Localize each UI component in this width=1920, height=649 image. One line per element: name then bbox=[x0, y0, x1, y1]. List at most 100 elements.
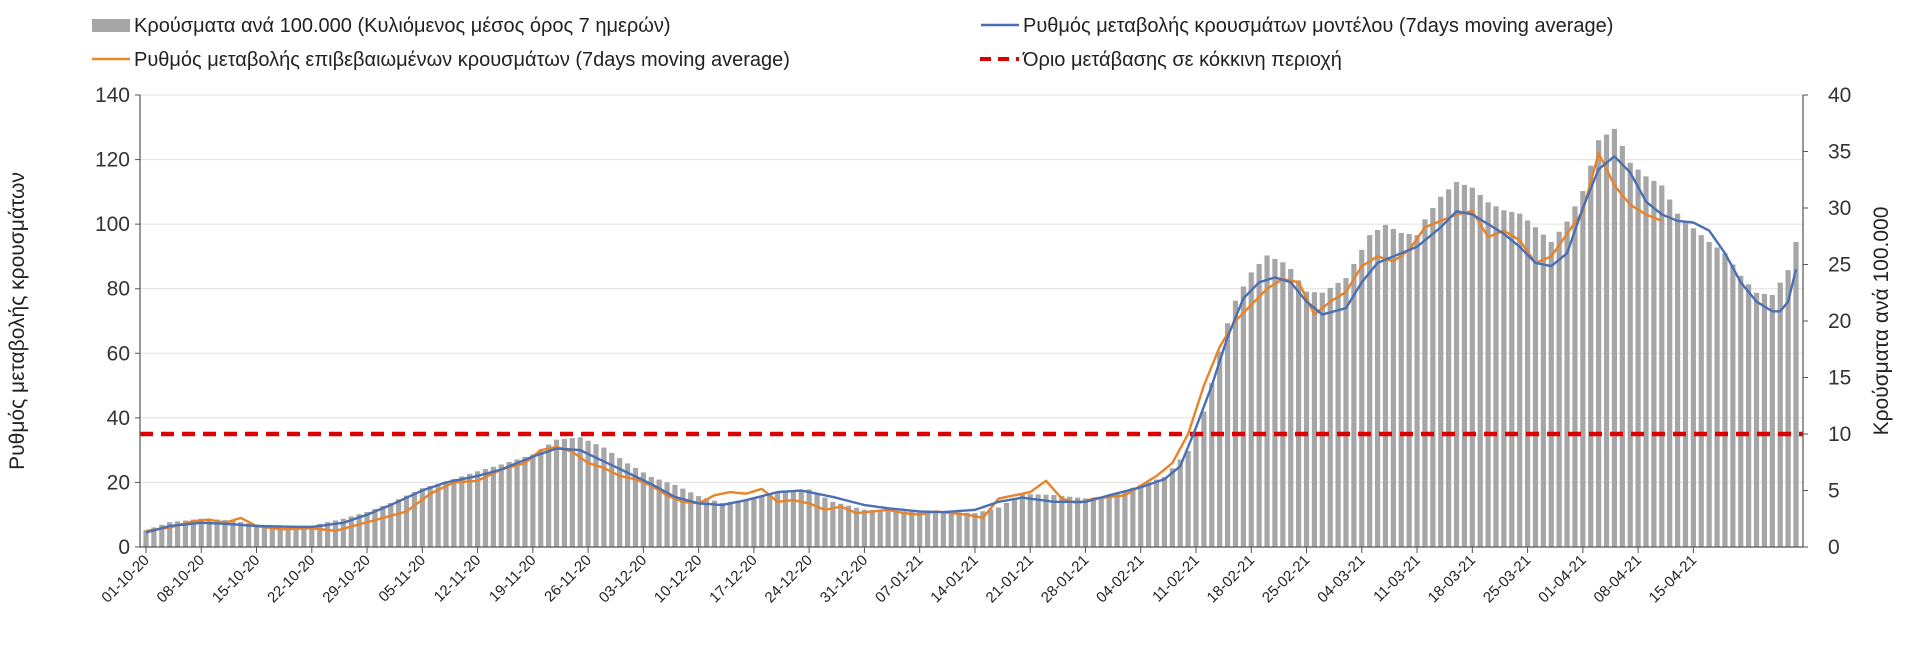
bar bbox=[1311, 292, 1318, 547]
bar bbox=[1193, 431, 1199, 547]
x-tick-label: 18-02-21 bbox=[1204, 552, 1258, 606]
bar bbox=[1651, 180, 1657, 547]
bar bbox=[1635, 169, 1641, 547]
bar bbox=[601, 447, 607, 547]
bar bbox=[514, 459, 520, 547]
bar bbox=[1753, 292, 1760, 547]
bar bbox=[1082, 498, 1089, 547]
bar bbox=[767, 494, 773, 547]
bar bbox=[988, 509, 994, 547]
bar bbox=[948, 512, 954, 547]
left-tick-label: 100 bbox=[95, 213, 130, 236]
x-tick-label: 25-03-21 bbox=[1480, 552, 1534, 606]
bar bbox=[838, 503, 844, 547]
bar bbox=[1343, 278, 1349, 547]
bar bbox=[1019, 493, 1025, 547]
bar bbox=[735, 500, 741, 547]
bar bbox=[893, 511, 899, 547]
bar bbox=[1035, 494, 1041, 547]
right-tick-label: 10 bbox=[1828, 423, 1851, 446]
bar bbox=[1011, 498, 1018, 547]
bar bbox=[774, 492, 781, 547]
bar bbox=[1509, 211, 1515, 547]
bar bbox=[1501, 210, 1507, 547]
bar bbox=[1572, 206, 1578, 547]
bar bbox=[830, 501, 836, 547]
bar bbox=[751, 497, 757, 547]
bar bbox=[246, 523, 252, 547]
bar bbox=[996, 507, 1002, 547]
bar bbox=[1122, 490, 1128, 547]
bar bbox=[1422, 219, 1428, 548]
bar bbox=[1169, 468, 1175, 547]
bar bbox=[1714, 247, 1720, 548]
bar bbox=[285, 526, 291, 547]
bar bbox=[1485, 202, 1491, 547]
left-tick-label: 120 bbox=[95, 149, 130, 172]
right-tick-label: 0 bbox=[1828, 536, 1840, 559]
bar bbox=[1461, 184, 1468, 547]
bar bbox=[538, 449, 544, 547]
bar bbox=[1130, 487, 1136, 547]
bar bbox=[1769, 295, 1775, 547]
bar bbox=[467, 473, 473, 547]
bar bbox=[522, 456, 528, 547]
bar bbox=[909, 511, 915, 547]
bar bbox=[1256, 263, 1262, 547]
bar bbox=[1240, 286, 1246, 547]
x-tick-label: 26-11-20 bbox=[541, 552, 595, 606]
bar bbox=[790, 491, 796, 547]
bar bbox=[403, 495, 410, 547]
bar bbox=[1224, 323, 1231, 547]
bar bbox=[869, 510, 875, 547]
bar bbox=[1232, 300, 1239, 547]
bar bbox=[309, 525, 315, 547]
legend-label-confirmed: Ρυθμός μεταβολής επιβεβαιωμένων κρουσμάτ… bbox=[134, 49, 790, 71]
bar bbox=[680, 488, 686, 547]
bar bbox=[1335, 282, 1341, 547]
right-tick-label: 15 bbox=[1828, 367, 1851, 390]
bar bbox=[1114, 493, 1120, 547]
bar bbox=[182, 520, 189, 547]
bar bbox=[924, 511, 931, 547]
bars-series bbox=[143, 128, 1799, 548]
bar bbox=[372, 508, 378, 547]
left-tick-label: 60 bbox=[107, 342, 130, 365]
left-axis-title: Ρυθμός μεταβολής κρουσμάτων bbox=[6, 172, 29, 470]
bar bbox=[964, 512, 970, 547]
x-tick-label: 15-10-20 bbox=[209, 552, 263, 606]
x-tick-label: 29-10-20 bbox=[319, 552, 373, 606]
bar bbox=[1138, 484, 1144, 547]
model-line bbox=[145, 155, 1798, 534]
bar bbox=[664, 482, 670, 547]
bar bbox=[846, 505, 852, 547]
bar bbox=[759, 496, 765, 547]
x-tick-label: 22-10-20 bbox=[264, 552, 318, 606]
bar bbox=[617, 458, 623, 547]
bar bbox=[1793, 241, 1799, 547]
bar bbox=[806, 489, 812, 547]
x-tick-label: 01-10-20 bbox=[98, 552, 152, 606]
bar bbox=[1319, 292, 1325, 547]
bar bbox=[324, 522, 331, 547]
bar bbox=[1469, 187, 1475, 547]
bar bbox=[822, 497, 828, 547]
bar bbox=[877, 510, 883, 547]
bar bbox=[1596, 140, 1602, 547]
bar bbox=[1777, 282, 1783, 547]
bar bbox=[940, 511, 946, 547]
bar bbox=[688, 492, 694, 547]
bar bbox=[1493, 206, 1499, 547]
x-tick-label: 19-11-20 bbox=[486, 552, 540, 606]
bar bbox=[1098, 496, 1104, 547]
bar bbox=[1524, 220, 1531, 547]
bar bbox=[411, 491, 418, 547]
bar bbox=[506, 461, 512, 547]
legend-item-threshold: Όριο μετάβασης σε κόκκινη περιοχή bbox=[980, 49, 1342, 71]
x-tick-label: 14-01-21 bbox=[927, 552, 981, 606]
bar bbox=[1706, 241, 1712, 547]
bar bbox=[222, 519, 228, 547]
bar bbox=[1106, 496, 1112, 547]
bar bbox=[253, 524, 260, 547]
bar bbox=[198, 518, 204, 547]
